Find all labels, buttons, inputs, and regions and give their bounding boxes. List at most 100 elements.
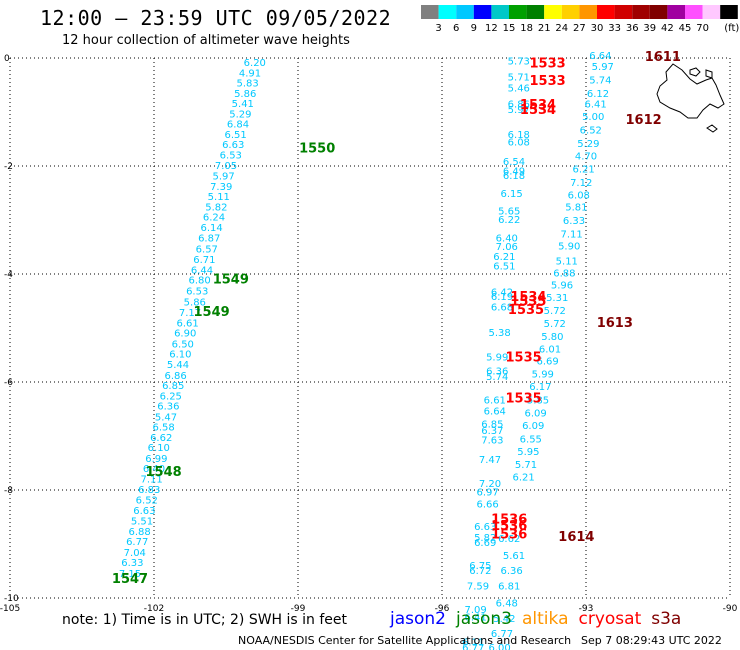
swh-value: 6.41 — [584, 100, 606, 111]
swh-value: 5.97 — [508, 105, 530, 116]
time-annotation: 1535 — [506, 350, 542, 365]
satellite-cryosat: cryosat — [578, 609, 642, 629]
time-annotation: 1611 — [645, 50, 681, 65]
swh-value: 5.85 — [527, 396, 549, 407]
island-outline — [656, 63, 725, 119]
swh-value: 6.51 — [493, 262, 515, 273]
time-annotation: 1536 — [491, 512, 527, 527]
x-tick-label: -90 — [723, 604, 738, 614]
scale-swatch — [456, 5, 474, 19]
scale-label: 30 — [591, 23, 604, 34]
swh-value: 6.18 — [503, 171, 525, 182]
scale-label: 18 — [520, 23, 533, 34]
swh-value: 6.36 — [500, 566, 522, 577]
coastline-islands — [656, 63, 725, 133]
swh-value: 6.36 — [157, 402, 179, 413]
island-outline — [689, 67, 701, 77]
swh-value: 6.41 — [464, 613, 486, 624]
swh-value: 6.86 — [508, 100, 530, 111]
swh-value: 6.77 — [462, 643, 484, 650]
x-tick-label: -96 — [435, 604, 450, 614]
swh-value: 6.64 — [589, 51, 611, 62]
credit-text: NOAA/NESDIS Center for Satellite Applica… — [238, 634, 572, 647]
swh-value: 5.97 — [592, 62, 614, 73]
swh-value: 6.21 — [493, 252, 515, 263]
swh-value: 6.49 — [503, 167, 525, 178]
swh-value: 6.61 — [484, 396, 506, 407]
time-annotation: 1549 — [194, 305, 230, 320]
swh-value: 6.77 — [491, 629, 513, 640]
swh-value: 6.90 — [174, 329, 196, 340]
swh-value: 7.12 — [570, 178, 592, 189]
swh-value: 6.18 — [508, 130, 530, 141]
grid-lines — [9, 57, 731, 599]
time-annotation: 1548 — [146, 465, 182, 480]
satellite-jason2: jason2 — [390, 609, 446, 629]
swh-value: 6.37 — [481, 426, 503, 437]
swh-value: 5.74 — [486, 372, 508, 383]
scale-swatch — [526, 5, 545, 19]
swh-value: 6.09 — [524, 409, 546, 420]
time-annotation: 1614 — [558, 530, 594, 545]
scale-label: 33 — [608, 23, 621, 34]
scale-swatch — [473, 5, 492, 19]
scale-label: 3 — [435, 23, 441, 34]
time-annotation: 1535 — [508, 303, 544, 318]
scale-label: 42 — [661, 23, 674, 34]
swh-value: 6.62 — [150, 433, 172, 444]
swh-value: 6.80 — [188, 276, 210, 287]
swh-value: 5.99 — [532, 370, 554, 381]
y-tick-label: -2 — [4, 162, 13, 172]
scale-label: 9 — [471, 23, 477, 34]
swh-value: 6.61 — [176, 318, 198, 329]
swh-value: 5.51 — [131, 517, 153, 528]
swh-value: 6.75 — [469, 561, 491, 572]
scale-swatch — [720, 5, 738, 19]
swh-value: 7.39 — [210, 182, 232, 193]
swh-value: 6.21 — [572, 164, 594, 175]
swh-value: 6.85 — [481, 419, 503, 430]
swh-value: 5.73 — [508, 56, 530, 67]
swh-value: 6.08 — [508, 137, 530, 148]
scale-swatch — [667, 5, 685, 19]
swh-value: 5.96 — [551, 281, 573, 292]
swh-value: 6.53 — [186, 287, 208, 298]
x-tick-label: -99 — [291, 604, 306, 614]
swh-value: 6.63 — [474, 522, 496, 533]
swh-value: 7.63 — [481, 436, 503, 447]
swh-value: 6.87 — [198, 234, 220, 245]
swh-value: 5.41 — [232, 99, 254, 110]
swh-value: 6.15 — [500, 189, 522, 200]
swh-value: 5.71 — [515, 460, 537, 471]
generated-time: Sep 7 08:29:43 UTC 2022 — [581, 634, 722, 647]
scale-swatch — [491, 5, 509, 19]
y-tick-label: -6 — [4, 378, 13, 388]
swh-value: 6.01 — [539, 344, 561, 355]
swh-value: 6.19 — [491, 292, 513, 303]
swh-value: 6.14 — [200, 223, 222, 234]
swh-value: 5.81 — [565, 202, 587, 213]
swh-value: 6.40 — [496, 234, 518, 245]
swh-value: 7.47 — [479, 455, 501, 466]
scale-label: 24 — [555, 23, 568, 34]
swh-value: 6.84 — [227, 120, 249, 131]
swh-value: 5.61 — [503, 551, 525, 562]
swh-value: 5.65 — [498, 207, 520, 218]
scale-swatch — [509, 5, 527, 19]
swh-value: 6.21 — [512, 472, 534, 483]
swh-value: 5.00 — [582, 112, 604, 123]
scale-swatch — [632, 5, 650, 19]
swh-value: 7.17 — [179, 308, 201, 319]
satellite-legend: jason2 jason3 altika cryosat s3a — [390, 609, 691, 629]
swh-value: 6.52 — [580, 126, 602, 137]
swh-value: 6.64 — [484, 406, 506, 417]
time-annotation: 1534 — [510, 290, 546, 305]
swh-value: 6.68 — [491, 303, 513, 314]
chart-subtitle: 12 hour collection of altimeter wave hei… — [62, 33, 350, 48]
time-annotation: 1613 — [597, 316, 633, 331]
swh-value: 6.40 — [143, 464, 165, 475]
x-tick-labels: -105 -102 -99 -96 -93 -90 — [0, 604, 738, 614]
swh-value: 6.57 — [196, 244, 218, 255]
swh-value: 5.38 — [488, 328, 510, 339]
